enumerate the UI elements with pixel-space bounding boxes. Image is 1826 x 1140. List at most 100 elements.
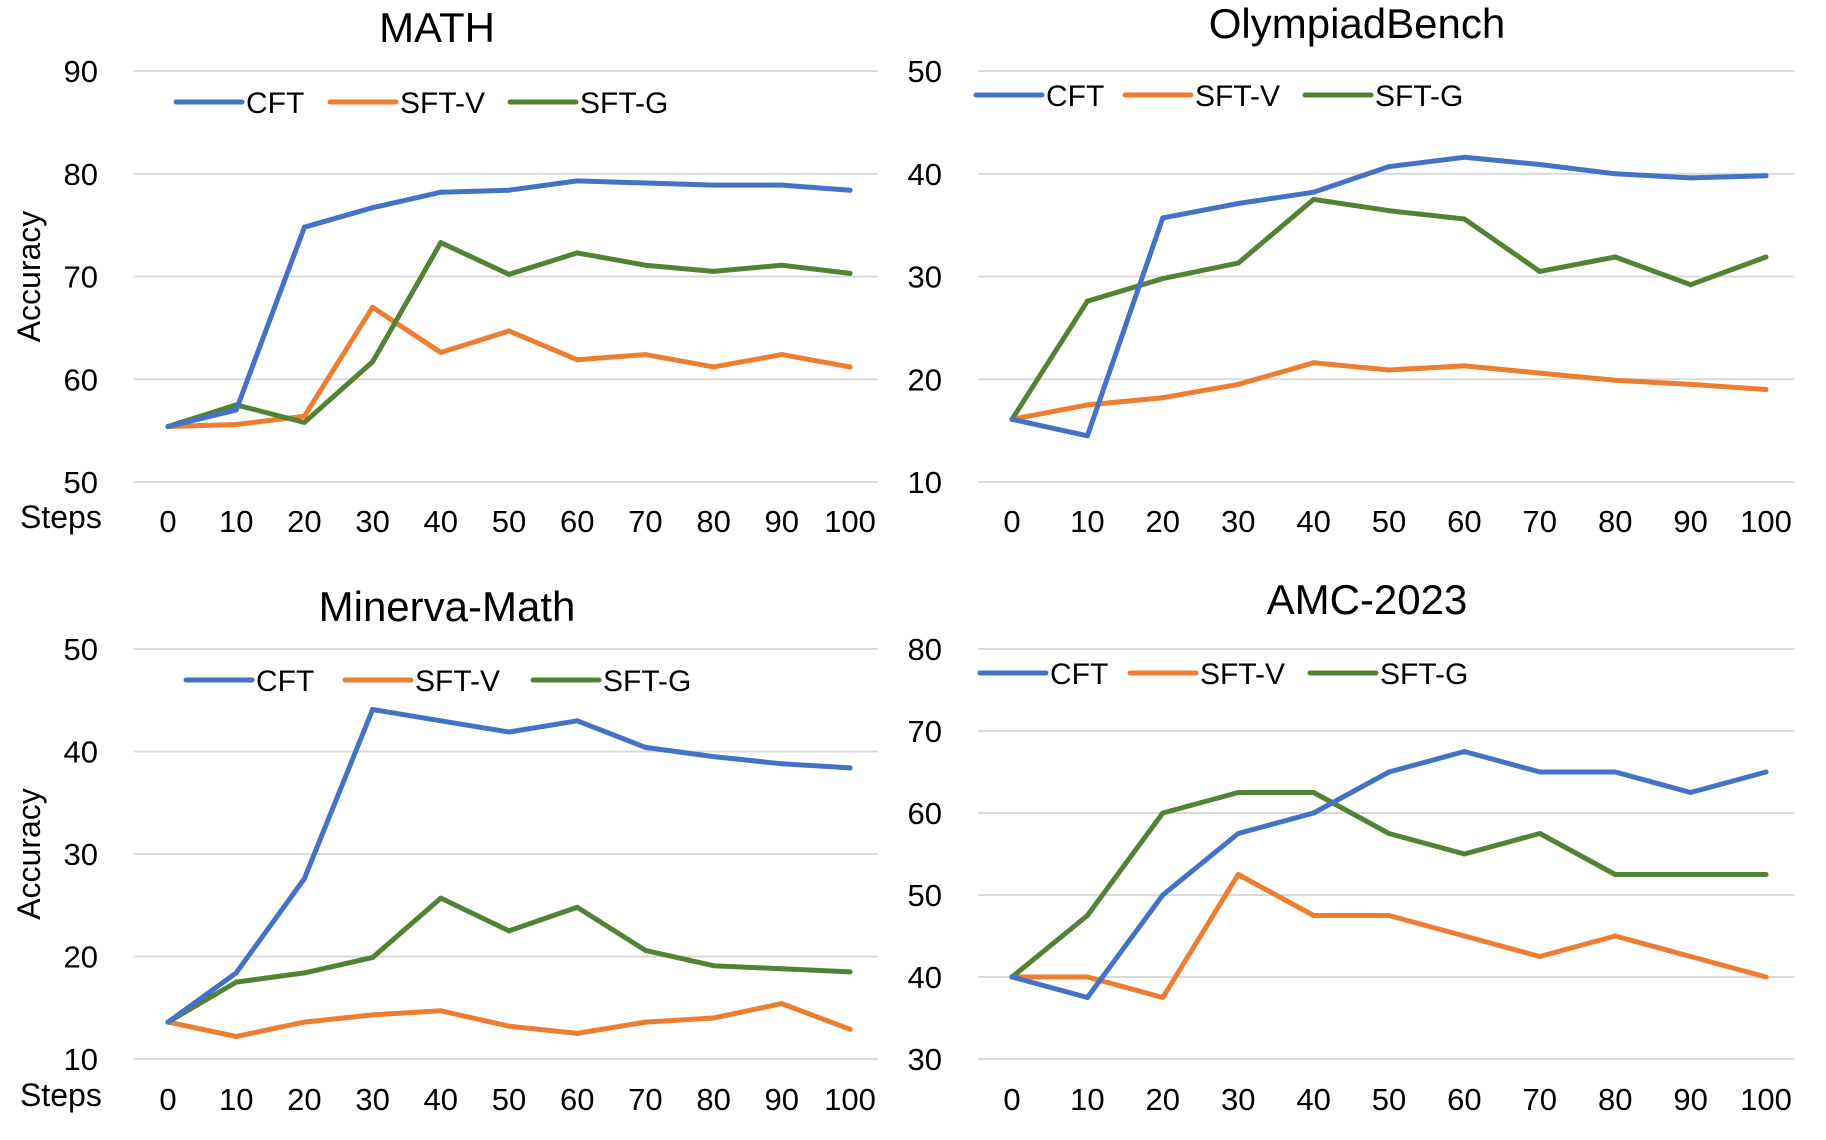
data-point-cft [370, 205, 376, 211]
panel-math: 50 60 70 80 90 0 10 20 30 40 50 60 70 80 90 100 Steps Acc… [11, 4, 878, 539]
data-point-cft [1763, 769, 1769, 775]
data-point-sft-g [301, 970, 307, 976]
y-tick-label: 50 [64, 632, 98, 667]
data-point-sft-g [711, 963, 717, 969]
data-point-sft-g [1688, 872, 1694, 877]
x-tick-label: 0 [159, 1082, 176, 1117]
data-point-sft-v [1311, 360, 1317, 366]
data-point-sft-v [1763, 974, 1769, 980]
data-point-sft-g [370, 955, 376, 961]
data-point-sft-g [779, 966, 785, 972]
data-point-sft-g [301, 419, 307, 425]
data-point-cft [370, 706, 376, 712]
data-point-cft [711, 182, 717, 188]
x-tick-label: 90 [1673, 1082, 1707, 1117]
data-point-sft-v [301, 413, 307, 419]
data-point-sft-v [847, 1026, 853, 1032]
data-point-cft [165, 424, 171, 430]
legend-label-sft-g: SFT-G [1375, 80, 1463, 113]
data-point-cft [506, 729, 512, 735]
data-point-cft [642, 744, 648, 750]
y-tick-label: 60 [908, 796, 942, 831]
x-tick-label: 80 [1598, 504, 1632, 539]
data-point-sft-v [779, 1001, 785, 1007]
data-point-sft-v [1537, 954, 1543, 959]
data-point-cft [301, 224, 307, 230]
x-tick-label: 10 [1070, 504, 1104, 539]
y-tick-label: 80 [64, 157, 98, 192]
data-point-sft-g [1537, 831, 1543, 836]
x-tick-label: 0 [1003, 1082, 1020, 1117]
data-point-cft [1763, 173, 1769, 179]
panel-olympiadbench: 10 20 30 40 50 0 10 20 30 40 50 60 70 80 90 100 Olympiad… [908, 0, 1794, 539]
y-axis-label: Accuracy [11, 211, 47, 343]
y-axis-label: Accuracy [11, 788, 47, 920]
legend-label-sft-v: SFT-V [1195, 80, 1280, 113]
x-tick-label: 70 [1523, 504, 1557, 539]
data-point-cft [1084, 995, 1090, 1000]
data-point-sft-v [711, 364, 717, 370]
data-point-sft-v [642, 1019, 648, 1025]
data-point-sft-g [1461, 216, 1467, 222]
x-tick-label: 100 [824, 1082, 876, 1117]
x-tick-label: 50 [492, 504, 526, 539]
data-point-sft-v [233, 1033, 239, 1039]
data-point-cft [1537, 162, 1543, 168]
data-point-cft [165, 1019, 171, 1025]
x-tick-label: 50 [492, 1082, 526, 1117]
x-axis-label: Steps [20, 1077, 102, 1113]
x-tick-label: 90 [1673, 504, 1707, 539]
series-line-sft-g [165, 895, 853, 1025]
x-tick-label: 30 [355, 1082, 389, 1117]
x-tick-label: 90 [765, 504, 799, 539]
x-tick-label: 60 [560, 1082, 594, 1117]
x-tick-label: 40 [1296, 504, 1330, 539]
x-tick-label: 90 [765, 1082, 799, 1117]
y-tick-label: 50 [908, 54, 942, 89]
panel-minerva-math: 10 20 30 40 50 0 10 20 30 40 50 60 70 80 90 100 Steps Acc… [11, 583, 878, 1117]
legend-label-sft-v: SFT-V [1200, 658, 1285, 691]
data-point-sft-v [1084, 974, 1090, 980]
data-point-sft-g [574, 904, 580, 910]
data-point-cft [1386, 164, 1392, 170]
data-point-sft-v [1763, 387, 1769, 393]
data-point-sft-g [711, 268, 717, 274]
data-point-sft-v [847, 364, 853, 370]
data-point-sft-g [1537, 268, 1543, 274]
data-point-sft-g [506, 928, 512, 934]
panel-title: Minerva-Math [319, 583, 576, 630]
data-point-sft-v [506, 1023, 512, 1029]
data-point-cft [1688, 790, 1694, 795]
data-point-cft [438, 718, 444, 724]
legend-label-sft-g: SFT-G [1380, 658, 1468, 691]
series-line-cft [165, 178, 853, 429]
data-point-cft [1009, 974, 1015, 980]
x-tick-label: 40 [1296, 1082, 1330, 1117]
data-point-cft [1009, 416, 1015, 422]
data-point-sft-v [438, 350, 444, 356]
panel-title: OlympiadBench [1209, 0, 1505, 47]
y-tick-label: 80 [908, 632, 942, 667]
x-tick-label: 20 [287, 1082, 321, 1117]
series-line-sft-g [1009, 196, 1769, 422]
data-point-cft [301, 876, 307, 882]
data-point-cft [711, 754, 717, 760]
data-point-sft-g [1386, 208, 1392, 214]
data-point-sft-v [1537, 370, 1543, 376]
x-tick-label: 20 [1146, 1082, 1180, 1117]
data-point-sft-v [1461, 933, 1467, 939]
x-tick-label: 70 [628, 1082, 662, 1117]
data-point-cft [233, 407, 239, 413]
data-point-cft [1688, 175, 1694, 181]
data-point-sft-v [1311, 913, 1317, 918]
x-tick-label: 40 [424, 1082, 458, 1117]
y-tick-label: 20 [64, 940, 98, 975]
data-point-sft-v [1084, 402, 1090, 408]
x-tick-label: 10 [1070, 1082, 1104, 1117]
x-tick-label: 70 [628, 504, 662, 539]
x-tick-label: 100 [824, 504, 876, 539]
series-line-cft [1009, 154, 1769, 439]
panel-amc-2023: 30 40 50 60 70 80 0 10 20 30 40 50 60 70 80 90 100 AMC-20… [908, 576, 1794, 1117]
data-point-sft-g [1311, 196, 1317, 202]
